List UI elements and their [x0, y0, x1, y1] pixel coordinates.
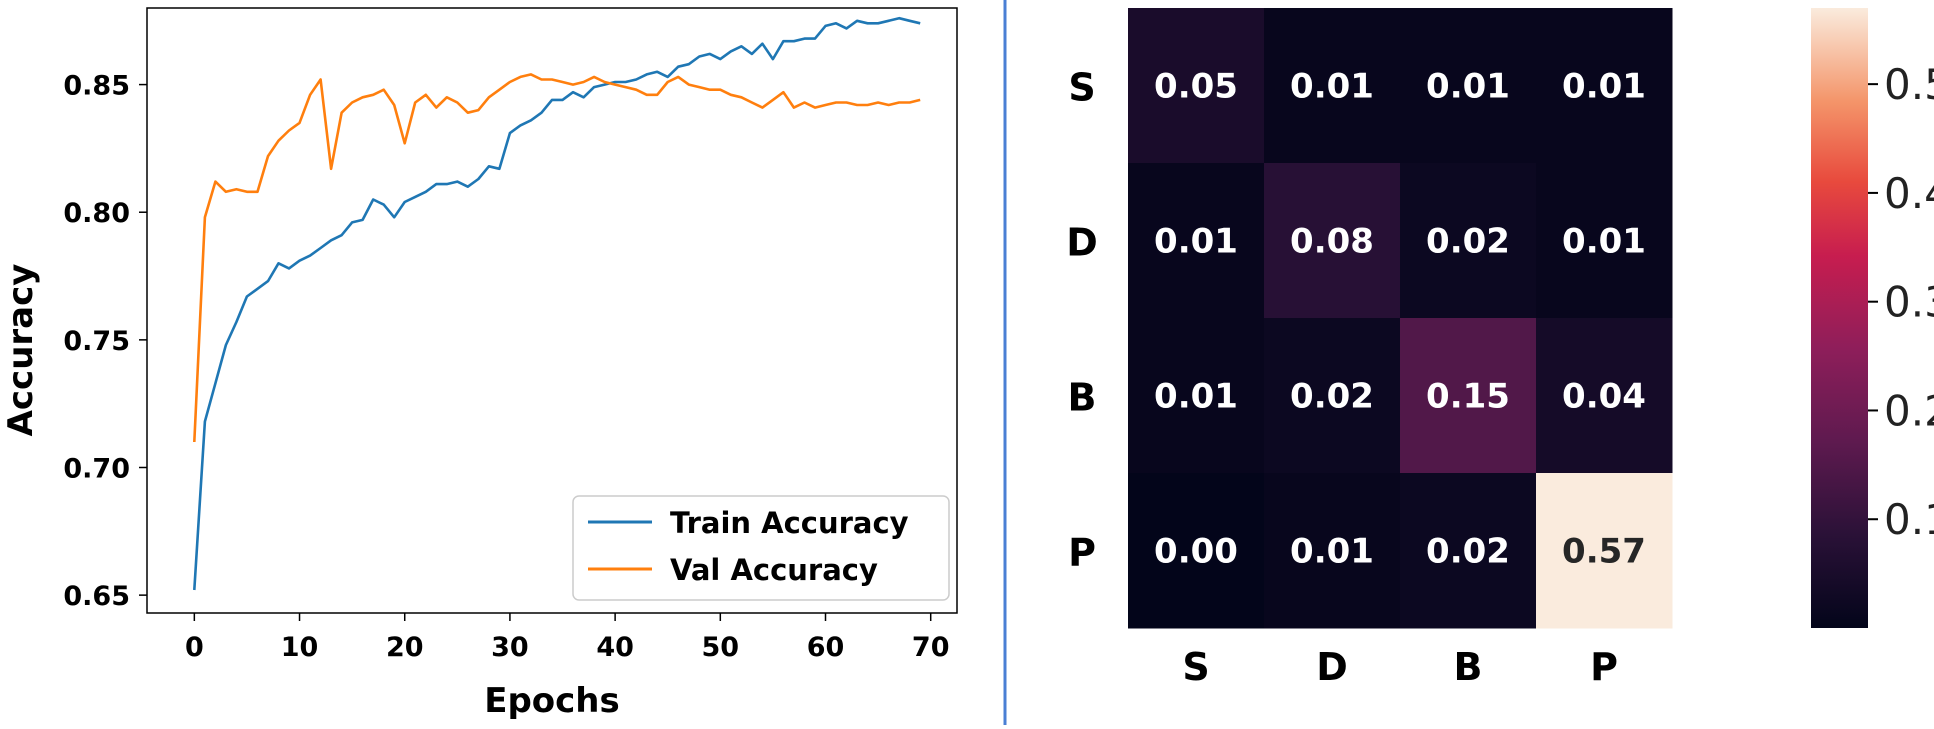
heatmap-row-label: P	[1068, 531, 1096, 575]
heatmap-cells: 0.05 0.01 0.01 0.01 0.01 0.08 0.02 0.01 0.01 0.02…	[1128, 8, 1673, 629]
colorbar-tick-label: 0.4	[1884, 169, 1934, 218]
heatmap-cell-label: 0.01	[1290, 67, 1374, 107]
legend-label-val: Val Accuracy	[670, 553, 878, 587]
colorbar-tick-label: 0.3	[1884, 278, 1934, 327]
heatmap-col-label: B	[1454, 645, 1483, 689]
heatmap-cell	[1400, 163, 1537, 319]
heatmap-cell-label: 0.04	[1562, 377, 1646, 417]
heatmap-row-label: B	[1068, 376, 1097, 420]
train-accuracy-line	[193, 16, 921, 591]
heatmap-cell	[1264, 163, 1401, 319]
x-tick-label: 70	[912, 632, 950, 663]
heatmap-cell-label: 0.01	[1426, 67, 1510, 107]
heatmap-row-labels: S D B P	[1066, 66, 1098, 575]
heatmap-col-label: P	[1590, 645, 1618, 689]
heatmap-cell	[1400, 473, 1537, 629]
x-tick-label: 20	[386, 632, 424, 663]
heatmap-cell-label: 0.15	[1426, 377, 1510, 417]
heatmap-cell-label: 0.02	[1426, 222, 1510, 262]
colorbar-tick-label: 0.5	[1884, 60, 1934, 109]
heatmap-cell	[1128, 163, 1265, 319]
val-accuracy-line	[193, 73, 921, 443]
y-tick-label: 0.75	[63, 326, 130, 357]
y-tick-label: 0.65	[63, 581, 130, 612]
colorbar	[1811, 8, 1868, 628]
y-axis-label: Accuracy	[1, 264, 41, 437]
heatmap-cell-label: 0.02	[1290, 377, 1374, 417]
x-tick-label: 50	[702, 632, 740, 663]
series-lines	[193, 16, 921, 591]
x-axis-ticks: 0 10 20 30 40 50 60 70	[185, 613, 950, 663]
legend: Train Accuracy Val Accuracy	[572, 495, 950, 601]
heatmap-cell	[1264, 8, 1401, 164]
y-tick-label: 0.85	[63, 71, 130, 102]
heatmap-cell-label: 0.01	[1562, 222, 1646, 262]
colorbar-tick-label: 0.1	[1884, 495, 1934, 544]
heatmap-cell-label: 0.02	[1426, 532, 1510, 572]
heatmap-cell-label: 0.01	[1154, 377, 1238, 417]
x-tick-label: 40	[596, 632, 634, 663]
heatmap-cell-label: 0.57	[1562, 532, 1646, 572]
heatmap-cell	[1400, 318, 1537, 474]
heatmap-cell-label: 0.05	[1154, 67, 1238, 107]
heatmap-cell	[1264, 318, 1401, 474]
heatmap-cell	[1536, 473, 1673, 629]
accuracy-line-chart: 0 10 20 30 40 50 60 70 0.65 0.70 0.75 0.80 0.85 Epo…	[1, 7, 958, 721]
heatmap-cell	[1400, 8, 1537, 164]
heatmap-cell-label: 0.01	[1154, 222, 1238, 262]
heatmap-cell	[1128, 8, 1265, 164]
legend-box	[572, 495, 950, 601]
heatmap-cell-label: 0.08	[1290, 222, 1374, 262]
heatmap-cell	[1536, 163, 1673, 319]
heatmap-cell	[1128, 318, 1265, 474]
heatmap-cell-label: 0.01	[1562, 67, 1646, 107]
y-axis-ticks: 0.65 0.70 0.75 0.80 0.85	[63, 71, 147, 612]
x-axis-label: Epochs	[484, 681, 620, 721]
heatmap-col-label: S	[1182, 645, 1209, 689]
colorbar-tick-label: 0.2	[1884, 386, 1934, 435]
heatmap-cell-label: 0.01	[1290, 532, 1374, 572]
heatmap-cell-label: 0.00	[1154, 532, 1238, 572]
y-tick-label: 0.80	[63, 198, 130, 229]
y-tick-label: 0.70	[63, 453, 130, 484]
heatmap-cell	[1536, 8, 1673, 164]
heatmap-cell	[1264, 473, 1401, 629]
heatmap-row-label: D	[1066, 221, 1098, 265]
heatmap-cell	[1536, 318, 1673, 474]
heatmap-col-label: D	[1316, 645, 1348, 689]
confusion-matrix-heatmap: 0.05 0.01 0.01 0.01 0.01 0.08 0.02 0.01 0.01 0.02…	[1066, 8, 1934, 689]
x-tick-label: 0	[185, 632, 204, 663]
x-tick-label: 10	[281, 632, 319, 663]
heatmap-cell	[1128, 473, 1265, 629]
heatmap-row-label: S	[1068, 66, 1095, 110]
legend-label-train: Train Accuracy	[670, 506, 909, 540]
colorbar-ticks: 0.1 0.2 0.3 0.4 0.5	[1868, 60, 1934, 544]
x-tick-label: 60	[807, 632, 845, 663]
x-tick-label: 30	[491, 632, 529, 663]
